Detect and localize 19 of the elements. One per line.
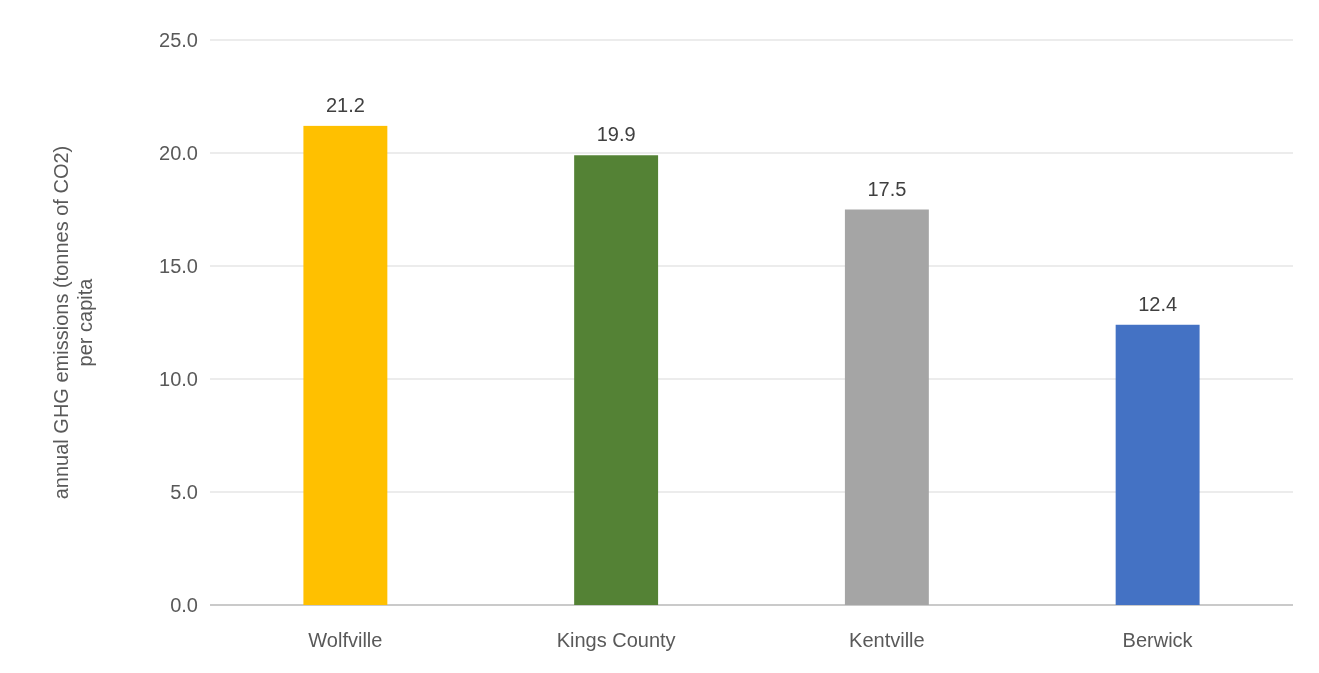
- y-tick-label: 20.0: [159, 142, 198, 164]
- data-label: 17.5: [867, 177, 907, 200]
- y-tick-label: 10.0: [159, 368, 198, 390]
- x-tick-label: Wolfville: [308, 629, 383, 651]
- y-tick-label: 15.0: [159, 255, 198, 277]
- bar: [303, 125, 388, 605]
- bar: [1115, 324, 1200, 605]
- y-tick-label: 5.0: [170, 481, 198, 503]
- bar: [844, 209, 929, 605]
- y-axis-title: annual GHG emissions (tonnes of CO2) per capita: [50, 145, 96, 500]
- y-tick-label: 25.0: [159, 29, 198, 51]
- data-label: 19.9: [596, 123, 636, 146]
- y-tick-label: 0.0: [170, 594, 198, 616]
- x-tick-label: Berwick: [1122, 629, 1194, 651]
- data-label: 21.2: [325, 93, 365, 116]
- data-label: 12.4: [1138, 292, 1178, 315]
- x-tick-label: Kings County: [556, 629, 676, 651]
- x-tick-label: Kentville: [849, 629, 925, 651]
- bar: [574, 155, 659, 605]
